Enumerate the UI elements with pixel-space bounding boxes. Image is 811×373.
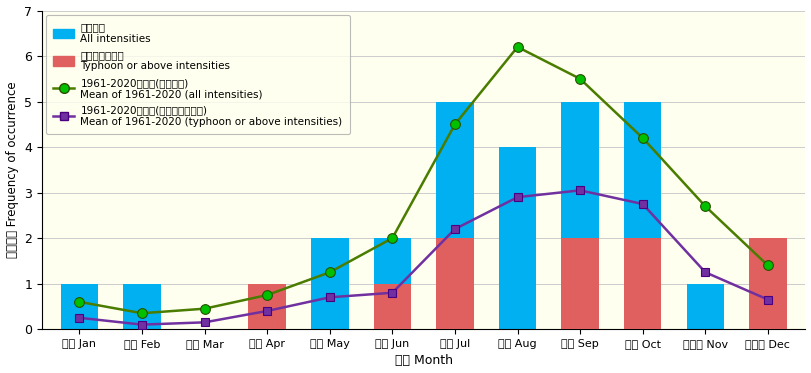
Bar [436, 238, 474, 329]
Bar [374, 283, 411, 329]
Bar [123, 283, 161, 329]
X-axis label: 月份 Month: 月份 Month [395, 354, 453, 367]
Bar [561, 101, 599, 329]
Bar [248, 283, 286, 329]
Bar [624, 238, 662, 329]
Y-axis label: 出現次數 Frequency of occurrence: 出現次數 Frequency of occurrence [6, 82, 19, 258]
Bar [687, 283, 724, 329]
Bar [436, 101, 474, 329]
Bar [311, 238, 349, 329]
Legend: 所有級別
All intensities, 颶風或以上級別
Typhoon or above intensities, 1961-2020年平均(所有級別)
M: 所有級別 All intensities, 颶風或以上級別 Typhoon or… [46, 15, 350, 134]
Bar [374, 238, 411, 329]
Bar [61, 283, 98, 329]
Bar [248, 283, 286, 329]
Bar [561, 238, 599, 329]
Bar [749, 238, 787, 329]
Bar [499, 147, 536, 329]
Bar [624, 101, 662, 329]
Bar [749, 283, 787, 329]
